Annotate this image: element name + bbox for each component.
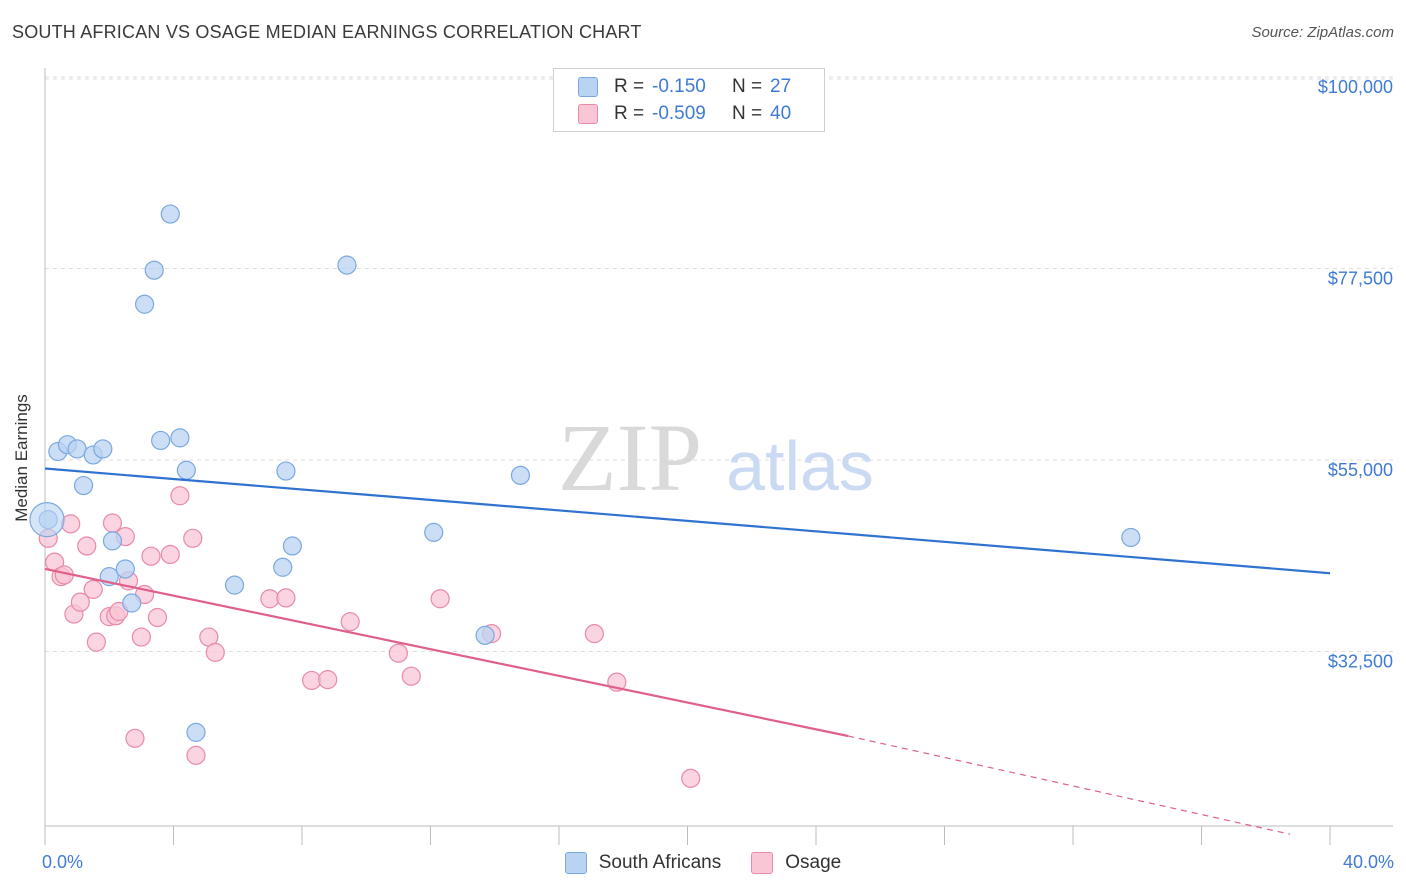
legend-n-value: 40 [770,103,792,124]
osage-point [584,624,604,644]
south-african-point [73,475,94,496]
correlation-legend: R = -0.150 N = 27 R = -0.509 N = 40 [553,68,825,132]
series-label: South Africans [598,852,722,873]
south-african-point [1121,527,1141,548]
series-swatch-pink [751,852,774,874]
data-points [29,204,1141,788]
x-tick-min: 0.0% [42,852,84,872]
south-african-point [282,536,302,556]
south-african-point [160,204,180,224]
osage-point [70,592,90,612]
south-african-point [510,465,531,485]
south-african-point [176,460,196,480]
south-african-trend-line [44,467,1331,575]
x-tick-max: 40.0% [1342,852,1394,872]
south-african-point [276,461,296,481]
legend-row-south-africans: R = -0.150 N = 27 [578,75,791,99]
south-african-point [151,430,171,451]
south-african-point [475,625,495,645]
y-tick-label: $32,500 [1328,652,1393,672]
osage-point [102,513,123,533]
south-african-point [93,439,113,459]
y-tick-label: $77,500 [1328,269,1393,289]
osage-point [302,670,322,691]
osage-point [260,589,280,609]
osage-point [86,632,107,652]
series-legend-south-africans: South Africans [564,852,722,874]
series-swatch-blue [564,852,587,874]
osage-point [318,670,338,690]
series-label: Osage [785,852,842,873]
legend-r-value: -0.509 [652,103,706,124]
osage-point [276,588,296,608]
south-african-point [102,531,123,551]
south-african-point-large [29,501,65,538]
south-african-point [224,575,245,595]
south-african-point [115,559,135,579]
south-african-point [273,557,293,577]
south-african-point [122,593,142,613]
osage-point [160,544,180,565]
osage-point [125,728,145,748]
south-african-point [67,439,87,459]
osage-trend-line [44,567,849,738]
gridlines [45,76,1393,653]
axes [44,68,1393,845]
y-axis-label: Median Earnings [12,394,31,522]
osage-point [205,642,225,662]
south-african-point [186,722,206,742]
osage-point [340,612,360,632]
y-tick-labels: $32,500 $55,000 $77,500 $100,000 [1318,77,1393,672]
osage-trend-extension [847,735,1291,835]
legend-swatch-blue [578,77,598,97]
series-legend-osage: Osage [751,852,841,874]
y-tick-label: $55,000 [1328,460,1393,480]
legend-r-label: R = [614,76,645,97]
osage-point [401,666,421,686]
osage-point [170,486,190,506]
osage-point [131,627,151,647]
south-african-point [170,428,190,448]
south-african-point [424,522,444,542]
osage-point [183,528,203,548]
watermark-atlas: atlas [726,427,874,505]
osage-point [83,579,103,599]
legend-r-label: R = [614,103,645,124]
south-african-point [144,260,164,280]
osage-point [141,546,161,566]
series-legend: South Africans Osage [0,852,1406,874]
y-tick-label: $100,000 [1318,77,1393,97]
south-african-point [134,294,155,314]
legend-swatch-pink [578,104,598,124]
trend-lines [44,467,1331,835]
legend-n-label: N = [732,103,763,124]
legend-n-value: 27 [770,76,792,97]
osage-point [681,768,701,788]
osage-point [77,536,97,556]
osage-point [186,745,206,765]
watermark: ZIP atlas [558,404,874,511]
watermark-zip: ZIP [558,404,702,511]
osage-point [430,589,450,609]
south-african-point [337,255,357,275]
source-label: Source: ZipAtlas.com [1251,24,1394,41]
osage-point [388,643,408,663]
legend-row-osage: R = -0.509 N = 40 [578,102,791,126]
chart-title: SOUTH AFRICAN VS OSAGE MEDIAN EARNINGS C… [12,22,642,42]
legend-r-value: -0.150 [652,76,706,97]
legend-n-label: N = [732,76,763,97]
osage-point [147,607,168,628]
